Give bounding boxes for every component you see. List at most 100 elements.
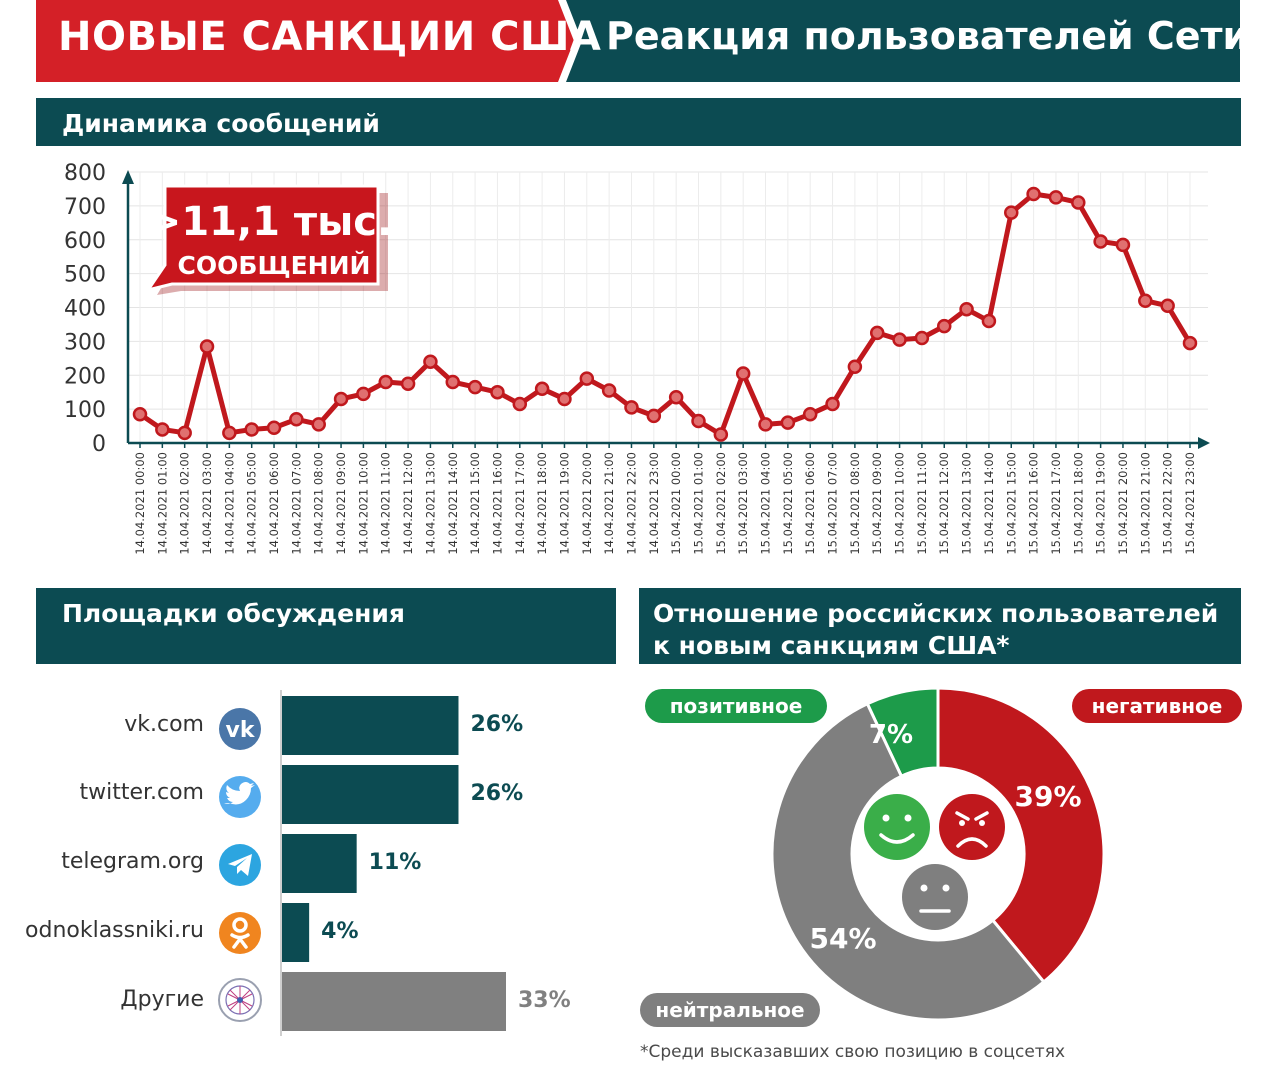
x-tick-label: 15.04.2021 04:00 (759, 452, 773, 555)
data-point (378, 374, 393, 390)
data-point (490, 384, 505, 400)
data-point (1004, 205, 1019, 220)
bar-value-label: 11% (368, 850, 422, 875)
y-tick-label: 400 (64, 297, 106, 322)
x-tick-label: 14.04.2021 22:00 (624, 452, 638, 555)
x-tick-label: 15.04.2021 10:00 (893, 452, 907, 555)
x-tick-label: 14.04.2021 21:00 (602, 452, 616, 555)
data-point (691, 413, 706, 429)
vk-icon: vk (219, 708, 261, 750)
attitude-section-title: Отношение российских пользователей к нов… (653, 599, 1219, 660)
x-tick-label: 14.04.2021 01:00 (155, 452, 169, 555)
x-tick-label: 15.04.2021 22:00 (1161, 452, 1175, 555)
x-tick-label: 15.04.2021 02:00 (714, 452, 728, 555)
data-point (222, 425, 237, 441)
platforms-section-title: Площадки обсуждения (62, 599, 405, 628)
y-tick-label: 500 (64, 263, 106, 288)
y-tick-label: 0 (92, 432, 106, 457)
dynamics-section-header: Динамика сообщений (36, 98, 1241, 146)
bar (282, 972, 506, 1031)
platforms-section-header: Площадки обсуждения (36, 588, 616, 664)
x-tick-label: 15.04.2021 20:00 (1116, 452, 1130, 555)
x-tick-label: 15.04.2021 13:00 (960, 452, 974, 555)
data-point (1160, 298, 1175, 314)
data-point (266, 420, 282, 436)
data-point (780, 415, 796, 430)
x-tick-label: 14.04.2021 10:00 (356, 452, 370, 555)
data-point (579, 371, 595, 386)
data-point (624, 400, 639, 415)
total-messages-badge: >11,1 тыс. СООБЩЕНИЙ (144, 184, 392, 295)
data-point (199, 339, 215, 354)
neutral-percent-label: 54% (809, 922, 876, 955)
x-tick-label: 14.04.2021 03:00 (200, 452, 214, 555)
data-point (1182, 335, 1198, 351)
data-point (311, 417, 326, 432)
x-tick-labels: 14.04.2021 00:00 14.04.2021 01:00 14.04.20… (133, 452, 1197, 555)
data-point (1026, 186, 1041, 202)
x-axis-arrow (1198, 437, 1210, 449)
header-left-band (36, 0, 574, 82)
x-tick-label: 14.04.2021 16:00 (490, 452, 504, 555)
bar-value-label: 26% (470, 712, 524, 737)
data-point (177, 425, 192, 441)
x-tick-label: 15.04.2021 15:00 (1004, 452, 1018, 555)
data-point (467, 379, 483, 395)
x-tick-label: 14.04.2021 14:00 (446, 452, 460, 555)
x-tick-label: 14.04.2021 00:00 (133, 452, 147, 555)
data-point (869, 325, 885, 341)
y-tick-labels: 0 100 200 300 400 500 600 700 800 (64, 161, 106, 457)
messages-series (132, 186, 1198, 442)
platform-bars (282, 696, 506, 1031)
svg-text:vk: vk (226, 718, 256, 743)
x-tick-label: 15.04.2021 14:00 (982, 452, 996, 555)
negative-percent-label: 39% (1014, 780, 1081, 813)
data-point (244, 422, 259, 437)
neutral-face-icon (902, 864, 968, 930)
data-point (1115, 237, 1131, 253)
x-tick-label: 15.04.2021 06:00 (803, 452, 817, 555)
platform-label-vk: vk.com (124, 712, 204, 737)
x-tick-label: 14.04.2021 15:00 (468, 452, 482, 555)
bar-value-label: 33% (518, 988, 571, 1013)
x-tick-label: 14.04.2021 12:00 (401, 452, 415, 555)
attitude-section-header: Отношение российских пользователей к нов… (639, 588, 1241, 664)
x-tick-label: 15.04.2021 05:00 (781, 452, 795, 555)
angry-face-icon (939, 794, 1005, 860)
x-tick-label: 15.04.2021 18:00 (1071, 452, 1085, 555)
platform-label-twitter: twitter.com (79, 780, 204, 805)
y-tick-label: 200 (64, 364, 106, 389)
data-point (512, 396, 528, 412)
x-tick-label: 15.04.2021 08:00 (848, 452, 862, 555)
data-point (936, 318, 952, 334)
x-tick-label: 15.04.2021 21:00 (1138, 452, 1152, 555)
y-tick-label: 800 (64, 161, 106, 186)
x-tick-label: 14.04.2021 09:00 (334, 452, 348, 555)
data-point (668, 390, 684, 405)
negative-legend-pill: негативное (1072, 689, 1242, 723)
data-point (1138, 293, 1153, 308)
data-point (847, 359, 863, 375)
x-tick-label: 14.04.2021 17:00 (513, 452, 527, 555)
neutral-legend-pill: нейтральное (640, 993, 820, 1027)
positive-legend-pill: позитивное (645, 689, 827, 723)
footnote: *Среди высказавших свою позицию в соцсет… (640, 1042, 1065, 1062)
badge-line2: СООБЩЕНИЙ (178, 251, 371, 280)
dynamics-section-title: Динамика сообщений (62, 109, 380, 138)
data-point (959, 301, 974, 317)
data-point (423, 354, 438, 369)
data-point (914, 330, 930, 346)
bar-value-label: 26% (470, 781, 524, 806)
x-tick-label: 14.04.2021 23:00 (647, 452, 661, 555)
x-tick-label: 15.04.2021 19:00 (1094, 452, 1108, 555)
x-tick-label: 15.04.2021 07:00 (826, 452, 840, 555)
twitter-icon (219, 776, 261, 818)
x-tick-label: 15.04.2021 00:00 (669, 452, 683, 555)
x-tick-label: 15.04.2021 16:00 (1027, 452, 1041, 555)
data-point (892, 332, 907, 347)
x-tick-label: 15.04.2021 17:00 (1049, 452, 1063, 555)
data-point (132, 406, 148, 422)
x-tick-label: 14.04.2021 19:00 (557, 452, 571, 555)
data-point (356, 386, 371, 402)
y-axis-arrow (122, 170, 134, 184)
